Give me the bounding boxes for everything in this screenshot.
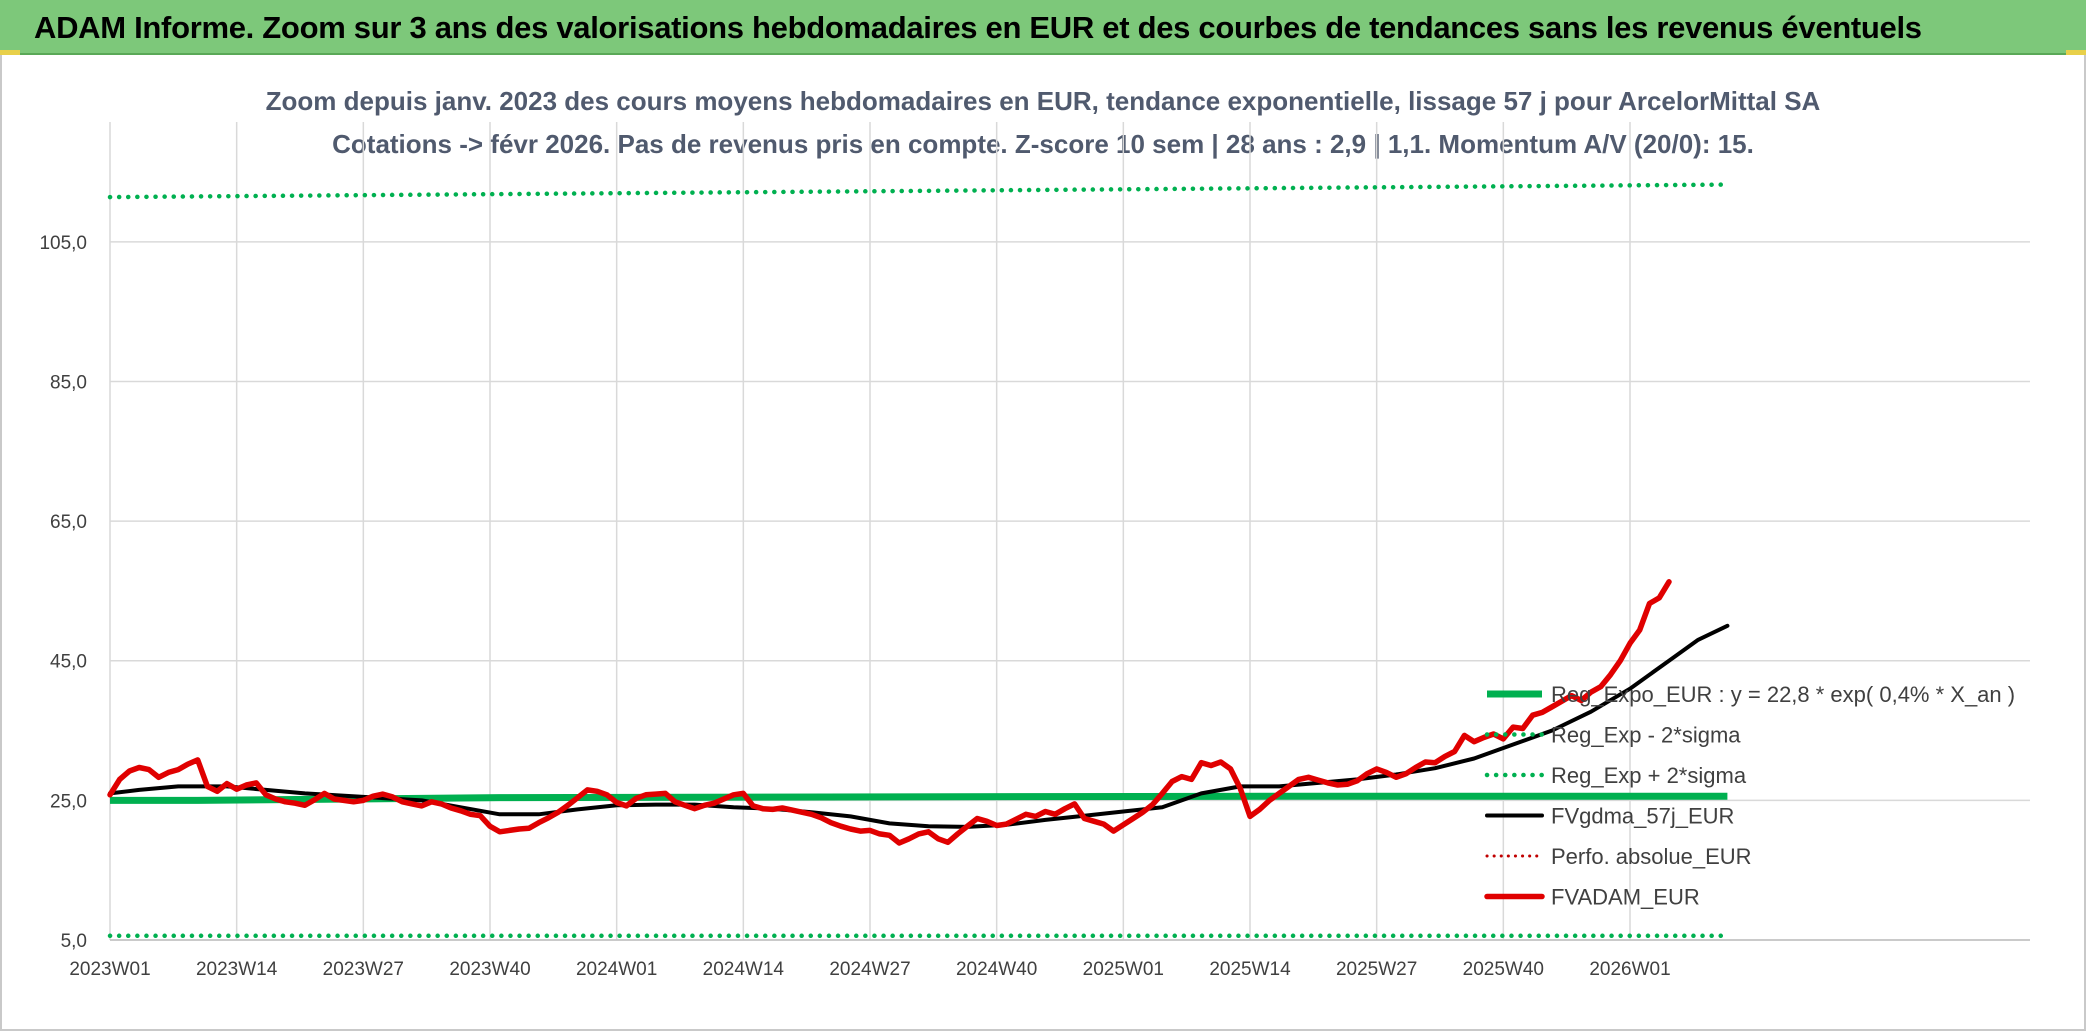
- legend-label: Reg_Expo_EUR : y = 22,8 * exp( 0,4% * X_…: [1551, 682, 2015, 707]
- reg-upper-sigma-line: [107, 182, 1730, 200]
- y-tick-label: 5,0: [61, 931, 87, 952]
- report-banner: ADAM Informe. Zoom sur 3 ans des valoris…: [0, 0, 2086, 55]
- x-axis: 2023W01 2023W14 2023W27 2023W40 2024W01 2024W…: [69, 939, 2030, 980]
- chart-title-line-2: Cotations -> févr 2026. Pas de revenus p…: [332, 129, 1754, 159]
- x-tick-label: 2023W14: [196, 959, 278, 980]
- legend-label: Reg_Exp - 2*sigma: [1551, 723, 1741, 748]
- chart-title-line-1: Zoom depuis janv. 2023 des cours moyens …: [265, 86, 1821, 116]
- x-tick-label: 2025W27: [1336, 959, 1417, 980]
- legend-label: FVADAM_EUR: [1551, 885, 1700, 910]
- series-layer: [107, 182, 1730, 939]
- legend-label: FVgdma_57j_EUR: [1551, 804, 1734, 829]
- x-tick-label: 2024W27: [829, 959, 910, 980]
- x-tick-label: 2024W01: [576, 959, 657, 980]
- x-tick-label: 2023W40: [449, 959, 530, 980]
- report-banner-title: ADAM Informe. Zoom sur 3 ans des valoris…: [34, 10, 1922, 45]
- y-tick-label: 65,0: [50, 512, 87, 533]
- y-tick-label: 105,0: [39, 233, 87, 254]
- banner-corner-right: [2066, 50, 2086, 55]
- x-tick-label: 2023W27: [323, 959, 404, 980]
- legend: Reg_Expo_EUR : y = 22,8 * exp( 0,4% * X_…: [1484, 682, 2015, 910]
- x-tick-label: 2025W40: [1463, 959, 1544, 980]
- x-tick-label: 2025W01: [1083, 959, 1164, 980]
- x-gridlines: [109, 122, 1631, 940]
- x-tick-label: 2026W01: [1589, 959, 1670, 980]
- fvgdma-line: [108, 623, 1730, 829]
- x-tick-label: 2024W14: [703, 959, 785, 980]
- reg-expo-line: [110, 792, 1728, 804]
- x-tick-label: 2025W14: [1209, 959, 1291, 980]
- x-tick-label: 2024W40: [956, 959, 1037, 980]
- legend-label: Reg_Exp + 2*sigma: [1551, 763, 1747, 788]
- legend-label: Perfo. absolue_EUR: [1551, 844, 1752, 869]
- y-axis: 5,0 25,0 45,0 65,0 85,0 105,0: [39, 233, 87, 952]
- x-tick-label: 2023W01: [69, 959, 150, 980]
- banner-corner-left: [0, 50, 20, 55]
- y-tick-label: 85,0: [50, 372, 87, 393]
- y-tick-label: 45,0: [50, 652, 87, 673]
- y-tick-label: 25,0: [50, 791, 87, 812]
- y-gridlines: [110, 241, 2030, 941]
- fvadam-line: [107, 579, 1672, 846]
